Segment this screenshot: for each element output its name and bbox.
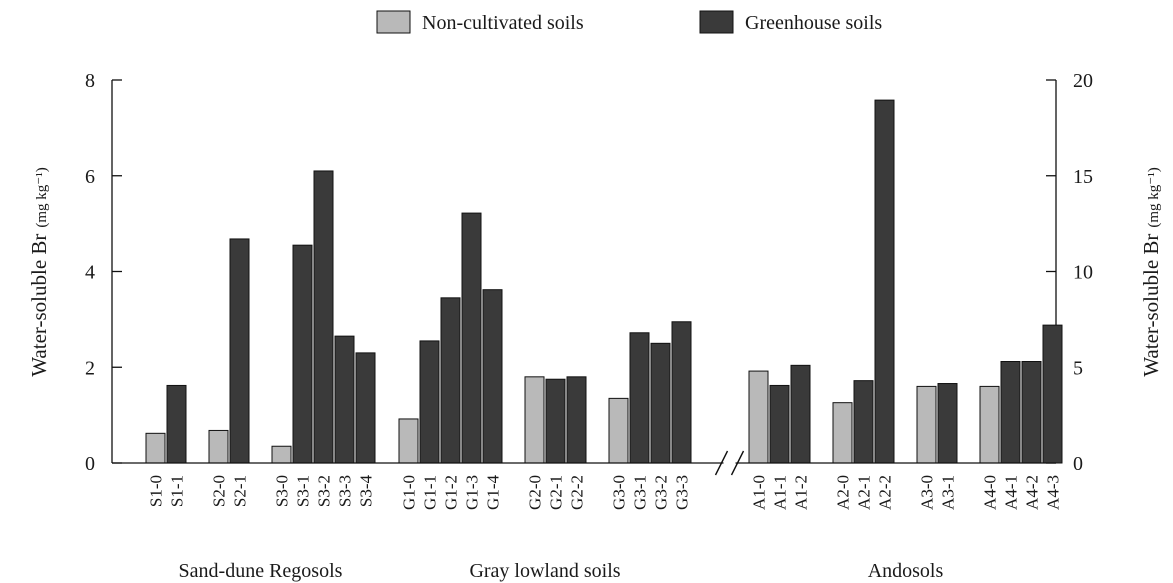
right-axis-title: Water-soluble Br (mg kg⁻¹)	[1139, 167, 1163, 376]
x-tick-label: G1-0	[400, 475, 419, 510]
x-tick-label: G2-0	[526, 475, 545, 510]
right-tick-label: 10	[1073, 262, 1093, 284]
bar-g3-3	[671, 321, 692, 464]
bar-s3-3	[334, 335, 355, 464]
group-labels: Sand-dune Regosols Gray lowland soils Ando…	[179, 560, 944, 582]
left-axis-title: Water-soluble Br (mg kg⁻¹)	[27, 167, 51, 376]
bar-a3-1	[937, 383, 958, 464]
bar-g1-0	[398, 418, 419, 464]
left-tick-label: 4	[85, 262, 95, 284]
group-label: Andosols	[868, 560, 944, 582]
bar-a2-2	[874, 99, 895, 464]
x-tick-label: S2-1	[231, 475, 250, 507]
x-tick-labels: S1-0 S1-1 S2-0 S2-1 S3-0 S3-1 S3-2 S3-3 S3-4 G1-0…	[147, 475, 1063, 510]
right-tick-label: 15	[1073, 166, 1093, 188]
x-tick-label: S3-0	[273, 475, 292, 507]
bar-g3-2	[650, 342, 671, 464]
x-tick-label: A4-1	[1002, 475, 1021, 510]
right-axis-unit: (mg kg⁻¹)	[1146, 167, 1162, 227]
x-tick-label: S1-0	[147, 475, 166, 507]
x-tick-label: S3-4	[357, 475, 376, 508]
bar-a4-3	[1042, 324, 1063, 464]
x-tick-label: A2-0	[834, 475, 853, 510]
bar-a1-2	[790, 364, 811, 464]
x-tick-label: G1-4	[484, 475, 503, 510]
left-tick-label: 8	[85, 70, 95, 92]
right-axis-label: Water-soluble Br	[1139, 234, 1163, 377]
x-tick-label: S3-2	[315, 475, 334, 507]
x-tick-label: A2-2	[876, 475, 895, 510]
group-label: Gray lowland soils	[469, 560, 620, 582]
x-tick-label: A1-2	[792, 475, 811, 510]
group-label: Sand-dune Regosols	[179, 560, 343, 582]
x-tick-label: G3-0	[610, 475, 629, 510]
x-tick-label: A4-3	[1044, 475, 1063, 510]
x-tick-label: A3-0	[918, 475, 937, 510]
x-tick-label: G2-2	[568, 475, 587, 510]
legend-label-greenhouse: Greenhouse soils	[745, 12, 882, 34]
x-tick-label: G1-3	[463, 475, 482, 510]
left-tick-label: 6	[85, 166, 95, 188]
bar-a1-0	[748, 370, 769, 464]
bar-g1-3	[461, 212, 482, 464]
bar-s3-1	[292, 244, 313, 464]
bar-g3-0	[608, 397, 629, 464]
bar-s1-0	[145, 432, 166, 464]
bar-g2-2	[566, 376, 587, 464]
bar-a4-2	[1021, 361, 1042, 464]
legend-swatch-non-cultivated	[376, 10, 411, 34]
bar-a4-1	[1000, 361, 1021, 464]
x-tick-label: A3-1	[939, 475, 958, 510]
x-tick-label: A1-1	[771, 475, 790, 510]
axis-break-mark	[730, 450, 745, 476]
x-tick-label: G3-2	[652, 475, 671, 510]
bar-g1-2	[440, 297, 461, 464]
right-y-axis: 0 5 10 15 20 Water-soluble Br (mg kg⁻¹)	[1046, 70, 1163, 475]
bar-s3-2	[313, 170, 334, 464]
x-tick-label: G1-1	[421, 475, 440, 510]
x-tick-label: A1-0	[750, 475, 769, 510]
legend: Non-cultivated soils Greenhouse soils	[376, 10, 882, 34]
axis-break-mark	[714, 450, 729, 476]
left-y-axis: 0 2 4 6 8 Water-soluble Br (mg kg⁻¹)	[27, 70, 122, 475]
right-tick-label: 0	[1073, 453, 1083, 475]
x-tick-label: G2-1	[547, 475, 566, 510]
x-tick-label: G1-2	[442, 475, 461, 510]
x-tick-label: S3-1	[294, 475, 313, 507]
bar-a2-0	[832, 402, 853, 464]
bar-s2-1	[229, 238, 250, 464]
x-tick-label: A4-2	[1023, 475, 1042, 510]
x-tick-label: A2-1	[855, 475, 874, 510]
left-axis-label: Water-soluble Br	[27, 234, 51, 377]
bar-s1-1	[166, 384, 187, 464]
x-axis	[112, 450, 1056, 476]
bar-s3-4	[355, 352, 376, 464]
legend-label-non-cultivated: Non-cultivated soils	[422, 12, 584, 34]
bar-a3-0	[916, 385, 937, 464]
right-tick-label: 20	[1073, 70, 1093, 92]
x-tick-label: S1-1	[168, 475, 187, 507]
bar-a2-1	[853, 380, 874, 464]
legend-swatch-greenhouse	[699, 10, 734, 34]
x-tick-label: A4-0	[981, 475, 1000, 510]
x-tick-label: G3-1	[631, 475, 650, 510]
bar-g2-1	[545, 378, 566, 464]
bar-g3-1	[629, 332, 650, 464]
bar-s3-0	[271, 445, 292, 464]
bar-g1-1	[419, 340, 440, 464]
bar-g1-4	[482, 289, 503, 464]
left-tick-label: 2	[85, 357, 95, 379]
bar-a4-0	[979, 385, 1000, 464]
bars	[145, 99, 1063, 464]
left-axis-unit: (mg kg⁻¹)	[34, 167, 50, 227]
right-tick-label: 5	[1073, 357, 1083, 379]
bar-g2-0	[524, 376, 545, 464]
bar-s2-0	[208, 429, 229, 464]
x-tick-label: G3-3	[673, 475, 692, 510]
bar-a1-1	[769, 384, 790, 464]
x-tick-label: S3-3	[336, 475, 355, 507]
x-tick-label: S2-0	[210, 475, 229, 507]
left-tick-label: 0	[85, 453, 95, 475]
